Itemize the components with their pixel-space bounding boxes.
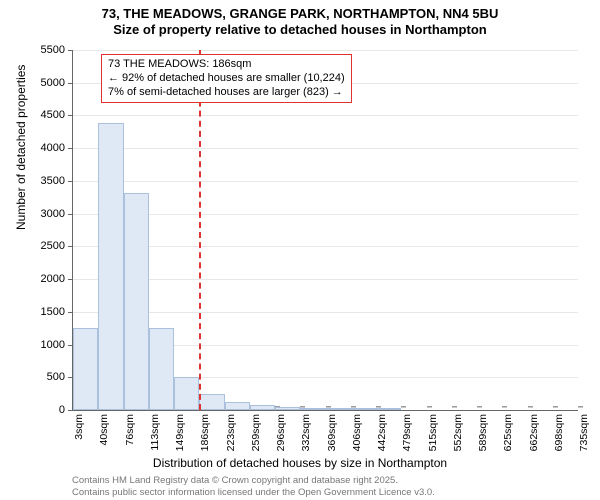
gridline — [73, 279, 578, 280]
chart-container: 73, THE MEADOWS, GRANGE PARK, NORTHAMPTO… — [0, 0, 600, 500]
annotation-line-2: ← 92% of detached houses are smaller (10… — [108, 72, 345, 86]
footer-line-2: Contains public sector information licen… — [72, 487, 580, 498]
x-tick: 589sqm — [477, 410, 489, 451]
x-tick: 149sqm — [174, 410, 186, 451]
x-tick: 479sqm — [401, 410, 413, 451]
y-tick: 4500 — [41, 109, 73, 121]
x-tick: 552sqm — [452, 410, 464, 451]
gridline — [73, 115, 578, 116]
y-tick: 5000 — [41, 77, 73, 89]
x-tick: 76sqm — [124, 410, 136, 446]
x-tick: 515sqm — [427, 410, 439, 451]
y-tick: 5500 — [41, 44, 73, 56]
histogram-bar — [73, 328, 98, 410]
histogram-bar — [199, 394, 224, 410]
footer-attribution: Contains HM Land Registry data © Crown c… — [72, 475, 580, 498]
histogram-bar — [250, 405, 275, 410]
x-tick: 625sqm — [502, 410, 514, 451]
histogram-bar — [124, 193, 149, 410]
histogram-bar — [351, 408, 376, 410]
x-tick: 662sqm — [528, 410, 540, 451]
histogram-bar — [149, 328, 174, 410]
y-tick: 500 — [47, 371, 73, 383]
histogram-bar — [174, 377, 199, 410]
x-tick: 259sqm — [250, 410, 262, 451]
title-line-1: 73, THE MEADOWS, GRANGE PARK, NORTHAMPTO… — [0, 6, 600, 22]
x-tick: 406sqm — [351, 410, 363, 451]
x-axis-label: Distribution of detached houses by size … — [0, 456, 600, 470]
annotation-callout: 73 THE MEADOWS: 186sqm ← 92% of detached… — [101, 54, 352, 103]
histogram-bar — [376, 408, 401, 410]
y-tick: 2000 — [41, 273, 73, 285]
x-tick: 296sqm — [275, 410, 287, 451]
gridline — [73, 181, 578, 182]
histogram-bar — [300, 408, 325, 410]
y-tick: 4000 — [41, 142, 73, 154]
annotation-line-1: 73 THE MEADOWS: 186sqm — [108, 58, 345, 72]
x-tick: 735sqm — [578, 410, 590, 451]
title-line-2: Size of property relative to detached ho… — [0, 22, 600, 38]
x-tick: 3sqm — [73, 410, 85, 440]
property-marker-line — [199, 50, 201, 410]
histogram-bar — [275, 407, 300, 410]
gridline — [73, 148, 578, 149]
y-tick: 3000 — [41, 208, 73, 220]
x-tick: 442sqm — [376, 410, 388, 451]
gridline — [73, 50, 578, 51]
histogram-bar — [326, 408, 351, 410]
x-tick: 369sqm — [326, 410, 338, 451]
y-tick: 1000 — [41, 339, 73, 351]
annotation-line-3: 7% of semi-detached houses are larger (8… — [108, 86, 345, 100]
y-tick: 2500 — [41, 240, 73, 252]
y-tick: 0 — [59, 404, 73, 416]
x-tick: 113sqm — [149, 410, 161, 451]
x-tick: 186sqm — [199, 410, 211, 451]
x-tick: 698sqm — [553, 410, 565, 451]
gridline — [73, 214, 578, 215]
y-axis-label: Number of detached properties — [14, 65, 28, 230]
histogram-bar — [225, 402, 250, 410]
x-tick: 40sqm — [98, 410, 110, 446]
chart-title: 73, THE MEADOWS, GRANGE PARK, NORTHAMPTO… — [0, 0, 600, 37]
gridline — [73, 312, 578, 313]
plot-area: 0500100015002000250030003500400045005000… — [72, 50, 578, 411]
footer-line-1: Contains HM Land Registry data © Crown c… — [72, 475, 580, 486]
y-tick: 1500 — [41, 306, 73, 318]
x-tick: 332sqm — [300, 410, 312, 451]
histogram-bar — [98, 123, 123, 410]
x-tick: 223sqm — [225, 410, 237, 451]
y-tick: 3500 — [41, 175, 73, 187]
gridline — [73, 246, 578, 247]
